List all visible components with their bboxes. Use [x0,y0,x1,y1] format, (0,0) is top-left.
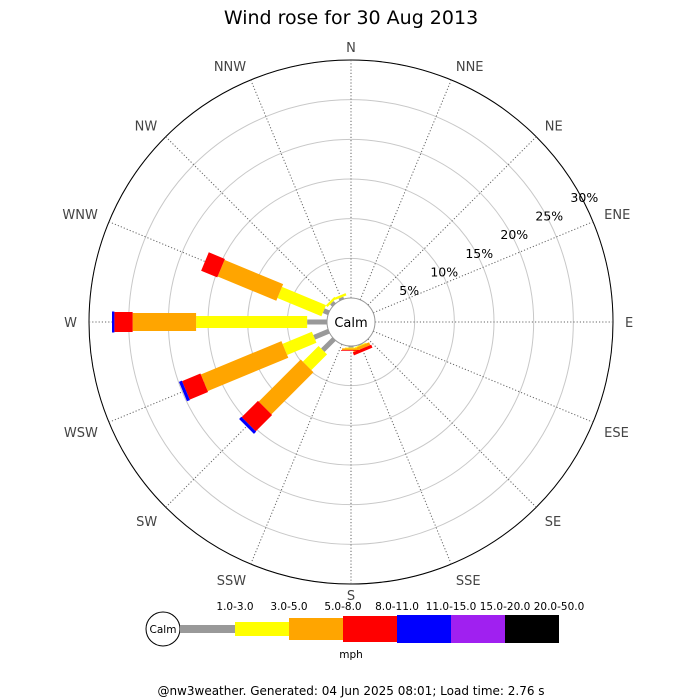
spoke-ne [367,136,537,306]
direction-label-nne: NNE [456,60,484,75]
spoke-ssw [250,343,343,565]
bar-w-3-0-5-0 [196,316,308,328]
calm-label: Calm [334,316,367,331]
bar-nw-1-0-3-0 [330,301,336,307]
legend-swatch-5-0-8-0 [289,618,343,640]
ring-label-10: 10% [430,264,458,279]
center-layer: Calm [326,297,376,347]
direction-label-wsw: WSW [64,426,98,441]
legend-label-3-0-5-0: 3.0-5.0 [270,601,307,613]
ring-label-25: 25% [535,209,563,224]
legend-swatch-15-0-20-0 [451,615,505,643]
legend-label-8-0-11-0: 8.0-11.0 [375,601,419,613]
direction-label-e: E [625,316,633,331]
legend-label-5-0-8-0: 5.0-8.0 [324,601,361,613]
direction-label-ene: ENE [604,208,630,223]
ring-label-15: 15% [465,246,493,261]
footer-text: @nw3weather. Generated: 04 Jun 2025 08:0… [157,684,544,698]
legend-swatch-8-0-11-0 [343,616,397,642]
spoke-nnw [250,79,343,301]
legend-swatch-20-0-50-0 [505,615,559,643]
bar-wnw-1-0-3-0 [322,308,330,316]
bar-w-8-0-11-0 [114,312,133,332]
ring-label-5: 5% [399,283,419,298]
bar-s-8-0-11-0 [341,349,361,351]
legend-unit-label: mph [339,649,363,661]
legend-label-20-0-50-0: 20.0-50.0 [534,601,585,613]
legend-swatch-1-0-3-0 [180,625,235,633]
direction-label-ne: NE [545,119,563,134]
bar-w-1-0-3-0 [307,319,327,325]
bar-s-5-0-8-0 [342,348,360,350]
direction-label-sw: SW [136,515,157,530]
bar-wsw-3-0-5-0 [282,331,317,355]
direction-label-nw: NW [135,119,158,134]
bar-wnw-5-0-8-0 [217,259,284,301]
direction-label-wnw: WNW [62,208,98,223]
bar-wnw-3-0-5-0 [277,286,326,317]
bar-wsw-8-0-11-0 [182,373,209,400]
legend: Calm 1.0-3.0 3.0-5.0 5.0-8.0 8.0-11.0 11.0-15… [145,601,585,661]
legend-label-15-0-20-0: 15.0-20.0 [480,601,531,613]
bar-sw-8-0-11-0 [241,400,273,432]
direction-label-s: S [347,589,355,604]
direction-label-sse: SSE [456,574,481,589]
bar-sw-1-0-3-0 [321,337,336,352]
bar-wnw-8-0-11-0 [201,252,225,278]
bar-nw-3-0-5-0 [325,296,337,308]
direction-label-nnw: NNW [214,60,246,75]
bar-sse-3-0-5-0 [354,342,367,348]
bar-w-5-0-8-0 [132,313,197,331]
spoke-se [367,338,537,508]
legend-swatch-3-0-5-0 [235,622,289,636]
legend-calm-label: Calm [150,624,177,636]
bar-nnw-3-0-5-0 [334,293,347,300]
spoke-nw [165,136,335,306]
bar-sw-3-0-5-0 [302,345,328,371]
spoke-ese [372,330,594,423]
direction-label-ese: ESE [604,426,629,441]
direction-label-w: W [64,316,77,331]
direction-label-n: N [346,41,356,56]
bars-layer [112,252,373,434]
direction-label-ssw: SSW [217,574,247,589]
bar-sw-5-0-8-0 [258,359,314,415]
spoke-nne [359,79,452,301]
chart-title: Wind rose for 30 Aug 2013 [224,7,478,29]
spoke-ene [372,221,594,314]
ring-label-20: 20% [500,227,528,242]
legend-label-11-0-15-0: 11.0-15.0 [426,601,477,613]
spoke-sse [359,343,452,565]
direction-label-se: SE [545,515,561,530]
labels-layer: N NNE NE ENE E ESE SE SSE S SSW SW WSW W WNW NW NNW 5% 10… [62,41,633,604]
legend-label-1-0-3-0: 1.0-3.0 [216,601,253,613]
bar-wsw-1-0-3-0 [313,328,330,340]
calm-circle [326,297,376,347]
bar-nnw-1-0-3-0 [338,296,345,301]
bar-wsw-11-0-15-0 [178,380,190,402]
bar-s-3-0-5-0 [345,347,357,349]
ring-label-30: 30% [570,190,598,205]
legend-swatch-11-0-15-0 [397,615,451,643]
bar-sse-8-0-11-0 [352,344,373,356]
bar-sw-11-0-15-0 [239,416,257,434]
bar-wsw-5-0-8-0 [200,341,289,392]
bar-w-11-0-15-0 [112,311,115,333]
